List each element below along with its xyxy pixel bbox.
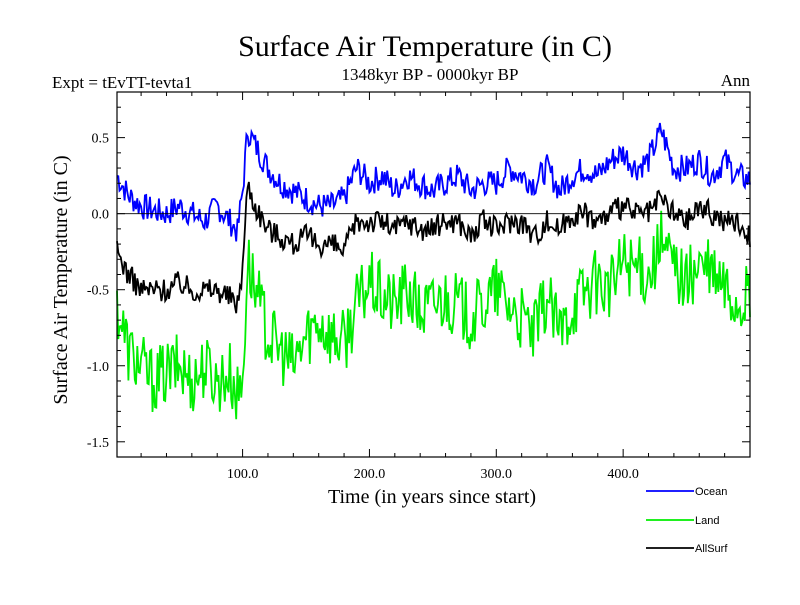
y-axis: 0.5 0.0 -0.5 -1.0 -1.5	[87, 106, 750, 451]
x-tick-label: 400.0	[607, 467, 639, 482]
y-tick-label: -0.5	[87, 284, 109, 299]
x-tick-label: 200.0	[354, 467, 386, 482]
y-axis-label: Surface Air Temperature (in C)	[50, 155, 72, 404]
x-axis-label: Time (in years since start)	[328, 486, 536, 508]
series-line-land	[116, 210, 751, 420]
y-tick-label: 0.5	[92, 132, 110, 147]
y-tick-label: 0.0	[92, 208, 110, 223]
legend-label-land: Land	[695, 515, 719, 527]
period-label: 1348kyr BP - 0000kyr BP	[342, 65, 519, 84]
y-tick-label: -1.0	[87, 360, 109, 375]
series-line-ocean	[116, 122, 751, 242]
series-line-allsurf	[116, 181, 751, 314]
x-tick-label: 100.0	[227, 467, 259, 482]
legend: Ocean Land AllSurf	[646, 486, 728, 555]
experiment-label: Expt = tEvTT-tevta1	[52, 73, 192, 92]
season-label: Ann	[721, 71, 751, 90]
y-tick-label: -1.5	[87, 436, 109, 451]
x-axis: 100.0 200.0 300.0 400.0	[140, 92, 726, 482]
legend-label-ocean: Ocean	[695, 486, 727, 498]
chart-title: Surface Air Temperature (in C)	[238, 30, 612, 63]
series-group	[116, 122, 751, 420]
x-tick-label: 300.0	[481, 467, 513, 482]
legend-label-allsurf: AllSurf	[695, 543, 728, 555]
